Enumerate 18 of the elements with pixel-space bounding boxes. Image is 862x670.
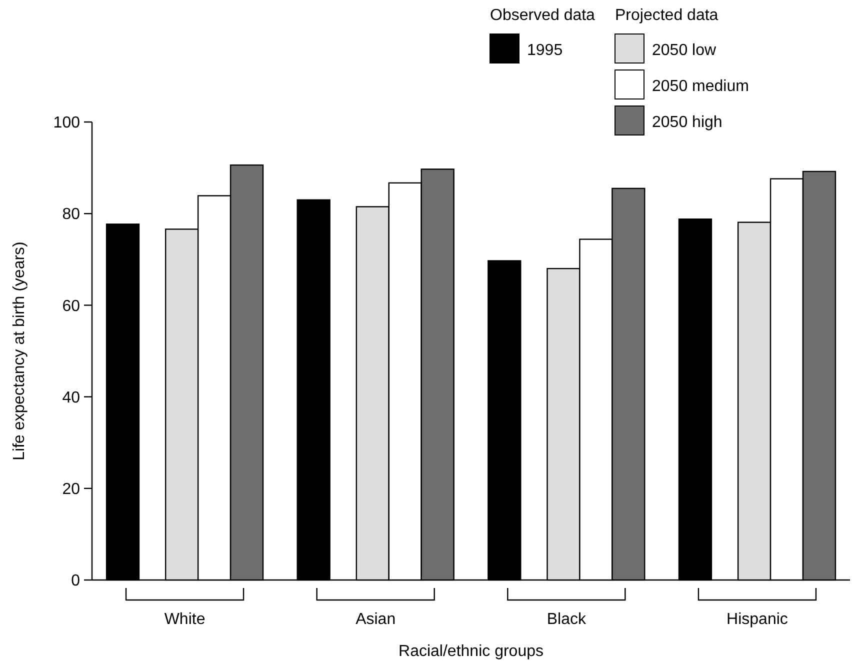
x-tick-label: White <box>164 611 206 628</box>
text: Observed data <box>490 7 596 24</box>
y-tick-label: 100 <box>53 114 80 132</box>
y-tick-label: 80 <box>62 206 80 224</box>
x-tick-label: Black <box>546 611 587 628</box>
legend-label: 2050 medium <box>652 78 749 95</box>
legend-label: 2050 high <box>652 114 722 131</box>
x-axis-title: Racial/ethnic groups <box>398 643 544 660</box>
x-tick-label: Hispanic <box>726 611 788 628</box>
y-tick-label: 40 <box>62 389 80 406</box>
y-tick-label: 60 <box>62 298 80 315</box>
text: Projected data <box>615 7 718 24</box>
y-tick-label: 0 <box>71 572 80 590</box>
legend-label: 2050 low <box>652 42 716 59</box>
legend-label: 1995 <box>527 42 563 59</box>
y-axis-title: Life expectancy at birth (years) <box>11 242 28 460</box>
y-tick-label: 20 <box>62 481 80 498</box>
x-tick-label: Asian <box>356 611 396 628</box>
